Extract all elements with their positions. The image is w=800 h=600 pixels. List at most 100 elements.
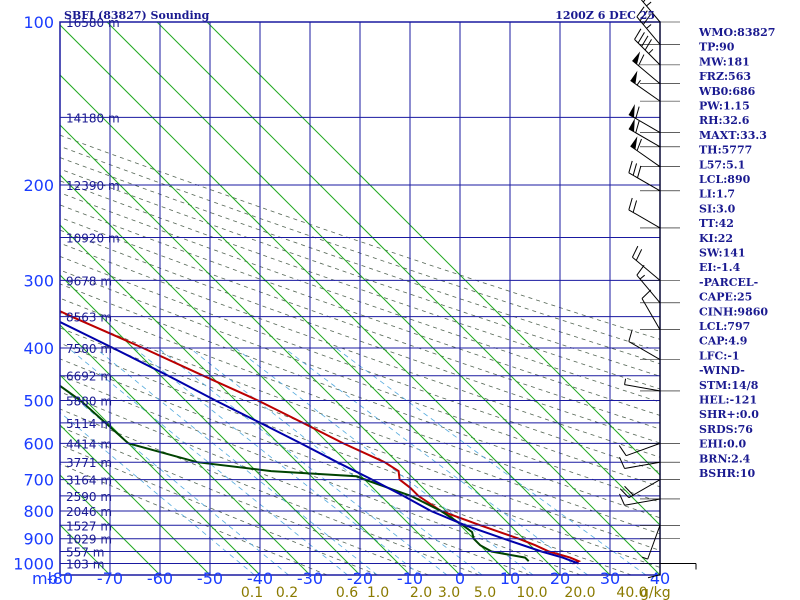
index-entry: CAPE:25 — [699, 291, 752, 304]
wind-barb-staff — [641, 298, 661, 330]
isotherm-line — [60, 474, 161, 575]
wind-barb-staff — [624, 498, 661, 506]
pressure-tick-label: 200 — [23, 176, 54, 195]
height-label: 2590 m — [66, 490, 112, 504]
wind-barb-half — [648, 48, 654, 54]
wind-barb — [628, 104, 680, 133]
wind-barb-flag — [628, 104, 635, 118]
index-entry: CINH:9860 — [699, 305, 768, 318]
wind-barb-full — [619, 493, 626, 506]
wind-barb — [619, 456, 680, 469]
temp-tick-label: -30 — [297, 569, 323, 588]
wind-barb-full — [637, 165, 642, 178]
chart-title: SBFI (83827) Sounding — [64, 9, 210, 22]
dry-adiabat — [60, 168, 660, 377]
wind-barb-full — [632, 163, 638, 176]
wind-barb-flag — [632, 51, 641, 65]
wind-barb-full — [628, 197, 633, 211]
wind-barb-full — [631, 245, 639, 258]
mixing-ratio-label: 0.2 — [276, 585, 298, 600]
series-parcel — [60, 320, 579, 565]
isotherm-line — [60, 124, 511, 575]
height-label: 16580 m — [66, 16, 120, 30]
dry-adiabat — [60, 229, 660, 444]
index-entry: LI:1.7 — [699, 188, 735, 201]
temp-tick-label: -10 — [397, 569, 423, 588]
mixing-ratio-line — [335, 347, 647, 575]
mixing-ratio-line — [283, 347, 588, 575]
index-entry: PW:1.15 — [699, 100, 750, 113]
wind-barb-half — [646, 24, 652, 29]
mixing-ratio-label: 5.0 — [474, 585, 496, 600]
wind-barb-full — [636, 138, 642, 151]
isotherm-line — [156, 22, 660, 526]
wind-barb-flag — [630, 70, 638, 84]
wind-barb — [630, 136, 680, 168]
height-label: 3771 m — [66, 456, 112, 470]
wind-barb — [640, 289, 680, 330]
wind-barb-staff — [647, 525, 661, 560]
wind-barb-staff — [636, 274, 661, 304]
wind-barb — [636, 6, 680, 45]
wind-barb — [640, 525, 680, 560]
wind-barb-half — [636, 79, 641, 86]
height-label: 14180 m — [66, 111, 120, 125]
isotherm-line — [60, 274, 361, 575]
pressure-tick-label: 700 — [23, 471, 54, 490]
wind-barb-staff — [628, 209, 661, 229]
height-label: 557 m — [66, 545, 104, 559]
wind-barb-full — [635, 106, 640, 119]
wind-barb-full — [635, 249, 643, 261]
height-label: 4414 m — [66, 437, 112, 451]
wind-barb-full — [619, 488, 630, 498]
mixing-ratio-line — [95, 347, 378, 575]
mixing-ratio-label: 10.0 — [516, 585, 547, 600]
height-label: 3164 m — [66, 474, 112, 488]
dry-adiabat — [60, 216, 660, 430]
wind-barb-full — [628, 160, 633, 173]
index-entry: LCL:890 — [699, 173, 751, 186]
mixing-ratio-label: 0.6 — [336, 585, 358, 600]
wind-barb-staff — [636, 16, 661, 45]
wind-barb — [634, 28, 680, 66]
height-label: 1029 m — [66, 533, 112, 547]
index-entry: LCL:797 — [699, 320, 750, 333]
wind-barb-staff — [634, 39, 661, 66]
pressure-unit-label: mb — [32, 569, 58, 588]
index-entry: HEL:-121 — [699, 394, 757, 407]
isotherm-line — [60, 174, 461, 575]
mixing-ratio-unit: g/kg — [640, 585, 671, 600]
height-label: 9678 m — [66, 274, 112, 288]
temp-tick-label: -20 — [347, 569, 373, 588]
wind-barb-full — [632, 200, 638, 213]
wind-barb — [636, 264, 680, 304]
wind-barb-half — [646, 1, 652, 7]
mixing-ratio-label: 20.0 — [564, 585, 595, 600]
dry-adiabat — [60, 342, 660, 568]
wind-barb — [631, 245, 680, 281]
index-entry: WB0:686 — [698, 85, 756, 98]
index-entry: L57:5.1 — [699, 158, 745, 171]
index-entry: FRZ:563 — [699, 70, 751, 83]
dry-adiabat — [60, 426, 429, 575]
wind-barb — [640, 538, 680, 579]
wind-barb — [619, 479, 680, 499]
height-label: 2046 m — [66, 505, 112, 519]
index-entry: EI:-1.4 — [699, 261, 741, 274]
wind-barb-full — [619, 456, 626, 469]
height-label: 5880 m — [66, 395, 112, 409]
wind-barb — [624, 378, 680, 392]
pressure-tick-label: 400 — [23, 339, 54, 358]
temp-tick-label: 20 — [550, 569, 570, 588]
wind-barb-full — [618, 445, 627, 456]
dry-adiabat — [60, 180, 660, 390]
height-label: 7580 m — [66, 342, 112, 356]
wind-barb-staff — [624, 384, 661, 392]
isotherm-line — [60, 224, 411, 575]
index-entry: BSHR:10 — [699, 467, 755, 480]
wind-barb — [618, 442, 680, 457]
wind-barb-full — [641, 289, 652, 299]
wind-barb-full — [639, 10, 648, 21]
height-label: 10920 m — [66, 231, 120, 245]
mixing-ratio-line — [60, 385, 289, 575]
